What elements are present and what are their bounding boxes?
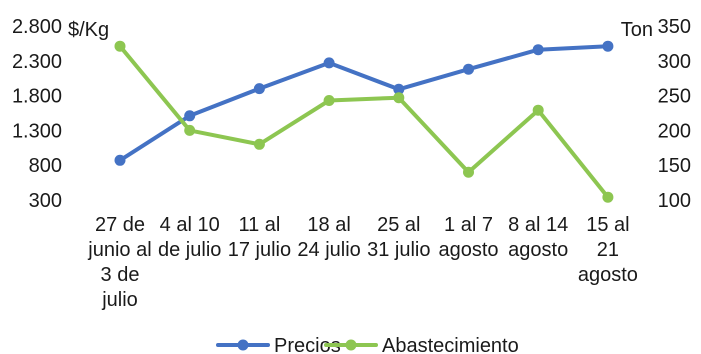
left-tick-label: 300 xyxy=(29,190,62,212)
left-axis-unit: $/Kg xyxy=(68,19,109,41)
x-tick-label: 8 al 14 agosto xyxy=(508,214,568,261)
right-tick-label: 200 xyxy=(658,120,691,142)
data-point-abastecimiento xyxy=(114,40,126,52)
data-point-abastecimiento xyxy=(463,166,474,178)
data-point-precios xyxy=(184,110,196,122)
data-point-precios xyxy=(253,83,265,95)
x-tick-label: 25 al 31 julio xyxy=(367,214,430,261)
series-lines xyxy=(118,44,610,200)
right-axis-unit: Ton xyxy=(621,19,653,41)
right-axis-ticks: 350 300 250 200 150 100 xyxy=(658,16,691,212)
x-tick-label: 27 de junio al 3 de julio xyxy=(87,214,151,311)
data-point-abastecimiento xyxy=(602,191,614,203)
legend-label: Abastecimiento xyxy=(382,335,519,354)
series-line-abastecimiento xyxy=(118,44,610,200)
data-point-precios xyxy=(602,40,614,52)
data-point-precios xyxy=(114,154,126,166)
left-tick-label: 2.300 xyxy=(12,51,62,73)
right-tick-label: 350 xyxy=(658,16,691,38)
left-axis-ticks: 2.800 2.300 1.800 1.300 800 300 xyxy=(12,16,62,212)
x-tick-label: 1 al 7 agosto xyxy=(438,214,498,261)
x-tick-label: 15 al 21 agosto xyxy=(578,214,638,286)
right-tick-label: 100 xyxy=(658,190,691,212)
data-point-abastecimiento xyxy=(184,124,196,136)
x-tick-label: 11 al 17 julio xyxy=(228,214,291,261)
series-line-precios xyxy=(118,44,610,163)
legend-swatch-marker xyxy=(345,339,357,351)
data-point-abastecimiento xyxy=(253,138,265,150)
right-tick-label: 250 xyxy=(658,86,691,108)
right-tick-label: 150 xyxy=(658,155,691,177)
left-tick-label: 2.800 xyxy=(12,16,62,38)
data-point-abastecimiento xyxy=(532,104,544,116)
right-tick-label: 300 xyxy=(658,51,691,73)
data-point-precios xyxy=(323,57,335,69)
x-tick-label: 4 al 10 de julio xyxy=(158,214,221,261)
legend-swatch-marker xyxy=(237,339,249,351)
left-tick-label: 1.800 xyxy=(12,86,62,108)
x-tick-label: 18 al 24 julio xyxy=(297,214,360,261)
data-point-precios xyxy=(463,63,474,75)
legend-label: Precios xyxy=(274,335,341,354)
left-tick-label: 800 xyxy=(29,155,62,177)
left-tick-label: 1.300 xyxy=(12,120,62,142)
series-points xyxy=(114,40,614,203)
data-point-precios xyxy=(532,44,544,56)
data-point-abastecimiento xyxy=(393,92,405,104)
data-point-abastecimiento xyxy=(323,95,335,106)
legend: Precios Abastecimiento xyxy=(216,335,519,354)
data-point-precios xyxy=(393,83,405,95)
